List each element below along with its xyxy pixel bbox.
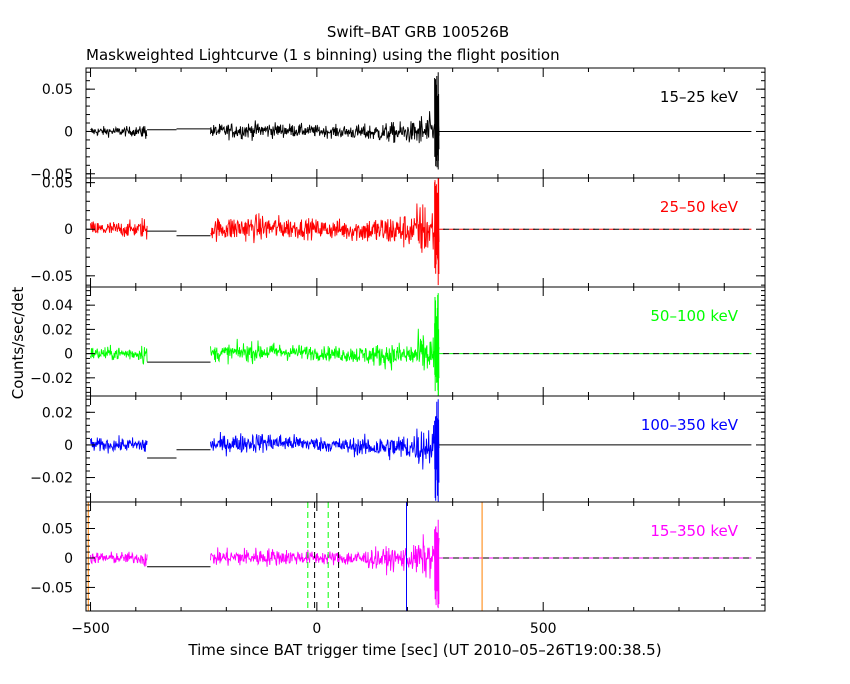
y-tick-label: −0.05 — [30, 580, 73, 596]
panel-2-data — [90, 178, 752, 286]
burst-spike — [434, 293, 440, 396]
series-noise — [90, 217, 148, 240]
panel-frame — [85, 501, 766, 612]
panel-5: −0.05 0 0.05 −500 0 500 15–350 keV — [30, 501, 766, 637]
y-tick-label: 0.05 — [42, 176, 73, 192]
x-tick-label: 500 — [530, 621, 557, 637]
panel-4-data — [90, 399, 752, 502]
panel-3-data — [90, 293, 752, 396]
x-tick-label: 0 — [312, 621, 321, 637]
series-noise — [210, 534, 440, 579]
panel-2: −0.05 0 0.05 25–50 keV — [30, 176, 766, 288]
band-label: 100–350 keV — [641, 416, 739, 434]
series-noise — [90, 551, 148, 568]
band-label: 15–25 keV — [660, 88, 739, 106]
y-tick-label: 0.02 — [42, 405, 73, 421]
y-tick-label: 0.05 — [42, 522, 73, 538]
y-tick-label: −0.05 — [30, 167, 73, 183]
band-label: 25–50 keV — [660, 198, 739, 216]
panel-5-data — [87, 502, 752, 611]
y-tick-label: 0.05 — [42, 82, 73, 98]
panel-1: −0.05 0 0.05 15–25 keV — [30, 67, 766, 183]
x-axis-label: Time since BAT trigger time [sec] (UT 20… — [187, 641, 661, 659]
series-noise — [210, 425, 440, 470]
chart-subtitle: Maskweighted Lightcurve (1 s binning) us… — [86, 46, 560, 64]
series-noise — [210, 203, 440, 253]
band-label: 50–100 keV — [650, 307, 738, 325]
y-tick-label: 0.04 — [42, 298, 73, 314]
burst-spike — [434, 178, 440, 286]
panel-1-data — [90, 72, 752, 170]
burst-spike — [434, 72, 440, 170]
y-axis-label: Counts/sec/det — [9, 287, 27, 400]
y-tick-label: 0 — [64, 124, 73, 140]
panel-4: −0.02 0 0.02 100–350 keV — [30, 395, 766, 503]
y-tick-label: 0 — [64, 438, 73, 454]
series-noise — [210, 328, 440, 371]
x-tick-label: −500 — [71, 621, 109, 637]
panel-3: −0.02 0 0.02 0.04 50–100 keV — [30, 286, 766, 397]
band-label: 15–350 keV — [650, 522, 738, 540]
burst-spike — [434, 519, 440, 609]
y-tick-label: −0.02 — [30, 371, 73, 387]
y-tick-label: −0.02 — [30, 471, 73, 487]
series-noise — [90, 125, 148, 139]
series-noise — [90, 435, 148, 454]
y-tick-label: 0 — [64, 551, 73, 567]
y-tick-label: 0.02 — [42, 322, 73, 338]
y-tick-label: 0 — [64, 347, 73, 363]
chart-title: Swift–BAT GRB 100526B — [327, 23, 509, 41]
panel-frame — [85, 286, 766, 397]
series-noise — [210, 111, 440, 145]
y-tick-label: 0 — [64, 222, 73, 238]
series-noise — [90, 344, 148, 365]
burst-spike — [434, 399, 440, 502]
y-tick-label: −0.05 — [30, 269, 73, 285]
panel-frame — [85, 67, 766, 179]
